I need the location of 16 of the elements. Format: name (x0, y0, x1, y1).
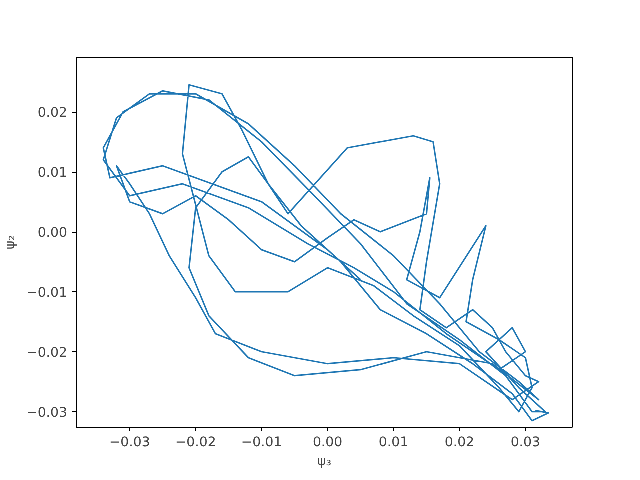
y-tick-label: −0.03 (26, 406, 68, 421)
y-axis-title: ψ₂ (4, 235, 19, 250)
y-tick-label: −0.01 (26, 286, 68, 301)
y-tick-label: −0.02 (26, 346, 68, 361)
x-tick-label: 0.03 (510, 436, 541, 450)
y-tick-label: 0.01 (38, 166, 68, 182)
x-tick-label: 0.00 (312, 436, 343, 450)
x-axis-title: ψ₃ (317, 454, 332, 470)
line-series (102, 84, 550, 422)
x-tick-label: −0.02 (175, 436, 216, 450)
x-tick-label: −0.03 (110, 436, 150, 450)
x-tick-label: 0.01 (378, 436, 409, 450)
x-tick-label: −0.01 (241, 436, 282, 450)
x-tick-label: 0.02 (444, 436, 475, 450)
y-tick-label: 0.02 (38, 106, 68, 122)
y-tick-label: 0.00 (38, 226, 68, 242)
